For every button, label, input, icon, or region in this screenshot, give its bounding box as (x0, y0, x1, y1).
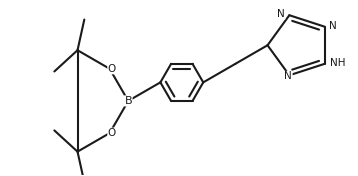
Text: N: N (277, 9, 285, 19)
Text: N: N (329, 21, 337, 31)
Text: N: N (284, 71, 292, 81)
Text: NH: NH (330, 58, 346, 68)
Text: O: O (108, 128, 116, 138)
Text: B: B (125, 96, 132, 106)
Text: O: O (108, 64, 116, 74)
